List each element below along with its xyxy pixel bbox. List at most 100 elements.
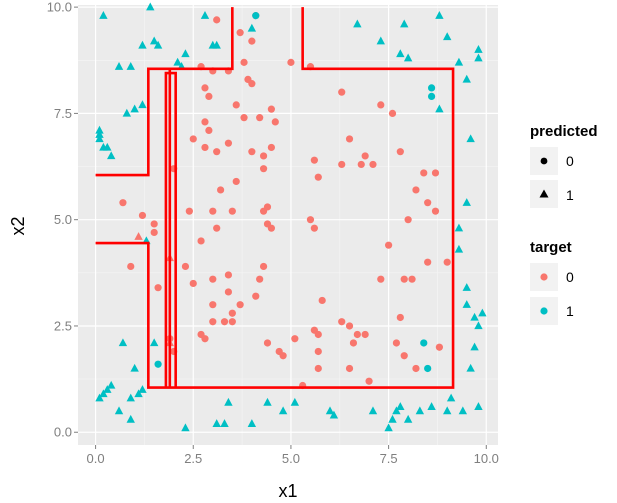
data-point-circle <box>209 301 217 309</box>
data-point-circle <box>138 211 147 220</box>
data-point-circle <box>217 186 225 194</box>
data-point-circle <box>189 135 197 143</box>
data-point-circle <box>338 160 346 169</box>
data-point-circle <box>267 224 275 232</box>
data-point-triangle <box>353 19 362 28</box>
y-tick-label: 2.5 <box>54 318 72 333</box>
data-point-triangle <box>118 338 128 347</box>
data-point-circle <box>279 352 287 360</box>
data-point-circle <box>213 148 221 156</box>
data-point-triangle <box>138 40 147 49</box>
data-point-triangle <box>107 151 116 160</box>
data-point-circle <box>220 318 229 326</box>
data-point-circle <box>236 29 244 37</box>
data-point-circle <box>256 114 264 122</box>
data-point-circle <box>209 318 217 326</box>
data-point-circle <box>263 203 272 211</box>
data-point-circle <box>248 148 256 156</box>
data-point-triangle <box>247 419 257 427</box>
data-point-triangle <box>368 406 378 415</box>
data-point-triangle <box>443 32 452 41</box>
data-point-circle <box>256 275 264 283</box>
data-point-circle <box>353 330 361 339</box>
data-point-circle <box>205 126 213 135</box>
data-point-triangle <box>134 232 143 240</box>
data-point-triangle <box>443 406 452 415</box>
legend-target: target 0 1 <box>530 239 574 325</box>
data-point-triangle <box>396 49 405 58</box>
data-point-circle <box>287 58 295 66</box>
data-point-circle <box>205 92 213 101</box>
data-point-circle <box>385 241 393 249</box>
data-point-circle <box>361 152 369 160</box>
data-point-triangle <box>138 100 147 109</box>
data-point-circle <box>424 199 432 207</box>
legend-target-title: target <box>530 239 572 256</box>
data-point-circle <box>435 343 443 351</box>
data-point-circle <box>412 186 420 194</box>
data-point-triangle <box>149 338 159 347</box>
data-point-triangle <box>427 402 436 410</box>
data-point-triangle <box>138 385 147 393</box>
data-point-triangle <box>114 406 124 415</box>
data-point-triangle <box>107 380 116 389</box>
data-point-circle <box>443 258 451 266</box>
y-tick-label: 7.5 <box>54 106 72 121</box>
data-point-circle <box>400 352 408 360</box>
data-point-triangle <box>415 406 425 415</box>
data-point-triangle <box>95 393 104 402</box>
data-point-triangle <box>325 406 335 415</box>
data-point-triangle <box>454 57 464 66</box>
data-point-circle <box>150 220 158 228</box>
data-point-triangle <box>454 244 464 253</box>
data-point-triangle <box>329 410 339 419</box>
data-point-triangle <box>95 134 104 143</box>
data-point-circle <box>181 262 190 271</box>
data-point-triangle <box>278 406 288 415</box>
data-point-circle <box>201 143 209 152</box>
legend-triangle-symbol <box>539 189 549 198</box>
data-point-circle <box>209 275 217 283</box>
data-point-circle <box>431 169 440 177</box>
data-point-circle <box>213 224 221 232</box>
y-axis: 0.0 2.5 5.0 7.5 10.0 <box>47 0 78 440</box>
x-tick-label: 5.0 <box>282 451 300 466</box>
data-point-circle <box>377 101 385 109</box>
data-point-circle <box>228 318 236 326</box>
data-point-triangle <box>384 423 393 432</box>
data-point-circle <box>119 199 127 207</box>
y-tick-label: 10.0 <box>47 0 72 15</box>
data-point-triangle <box>388 414 397 423</box>
data-point-triangle <box>126 414 135 423</box>
data-point-triangle <box>474 53 483 62</box>
data-point-circle <box>201 335 209 343</box>
legend-predicted: predicted 0 1 <box>530 123 598 208</box>
data-point-circle <box>310 224 318 232</box>
data-point-circle <box>396 148 404 156</box>
data-point-circle <box>427 92 436 101</box>
data-point-triangle <box>99 11 108 19</box>
data-point-triangle <box>99 142 108 151</box>
data-point-circle <box>400 275 408 283</box>
data-point-triangle <box>224 397 233 406</box>
data-point-triangle <box>392 406 401 415</box>
data-point-circle <box>408 275 416 283</box>
data-point-circle <box>154 360 162 368</box>
data-point-circle <box>404 216 412 224</box>
y-tick-label: 0.0 <box>54 425 72 440</box>
data-point-circle <box>185 207 193 215</box>
data-point-circle <box>314 330 322 339</box>
legend-predicted-label-0: 0 <box>566 153 574 169</box>
data-point-circle <box>252 12 260 20</box>
data-point-triangle <box>470 342 479 351</box>
data-point-circle <box>349 339 358 347</box>
data-point-circle <box>201 118 209 126</box>
data-point-triangle <box>122 108 132 117</box>
data-point-circle <box>314 347 322 356</box>
legend-target-label-0: 0 <box>566 269 574 285</box>
data-point-circle <box>228 207 236 215</box>
data-point-circle <box>420 169 428 177</box>
data-point-circle <box>392 339 401 347</box>
data-point-circle <box>424 258 432 266</box>
